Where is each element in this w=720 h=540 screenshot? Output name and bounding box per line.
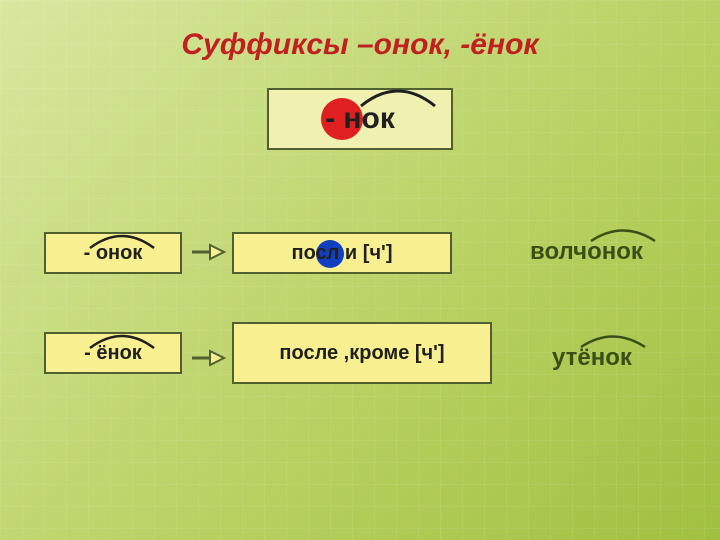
- rule-text: посл и [ч']: [286, 238, 399, 269]
- suffix-box-onok: - онок: [44, 232, 182, 274]
- main-suffix-box: - нок: [267, 88, 453, 150]
- rule-box-yonok: после ,кроме [ч']: [232, 322, 492, 384]
- page-title: Суффиксы –онок, -ёнок: [0, 0, 720, 62]
- rule-box-onok: посл и [ч']: [232, 232, 452, 274]
- arc-icon: [588, 224, 658, 244]
- arc-icon: [578, 330, 648, 350]
- suffix-text: - онок: [84, 242, 143, 265]
- arrow-icon: [190, 348, 226, 368]
- arrow-icon: [190, 242, 226, 262]
- example-word-utyonok: утёнок: [552, 344, 632, 372]
- suffix-box-yonok: - ёнок: [44, 332, 182, 374]
- main-suffix-text: - нок: [325, 102, 395, 136]
- suffix-text: - ёнок: [84, 342, 142, 365]
- rule-text: после ,кроме [ч']: [273, 338, 450, 369]
- example-word-volchonok: волчонок: [530, 238, 643, 266]
